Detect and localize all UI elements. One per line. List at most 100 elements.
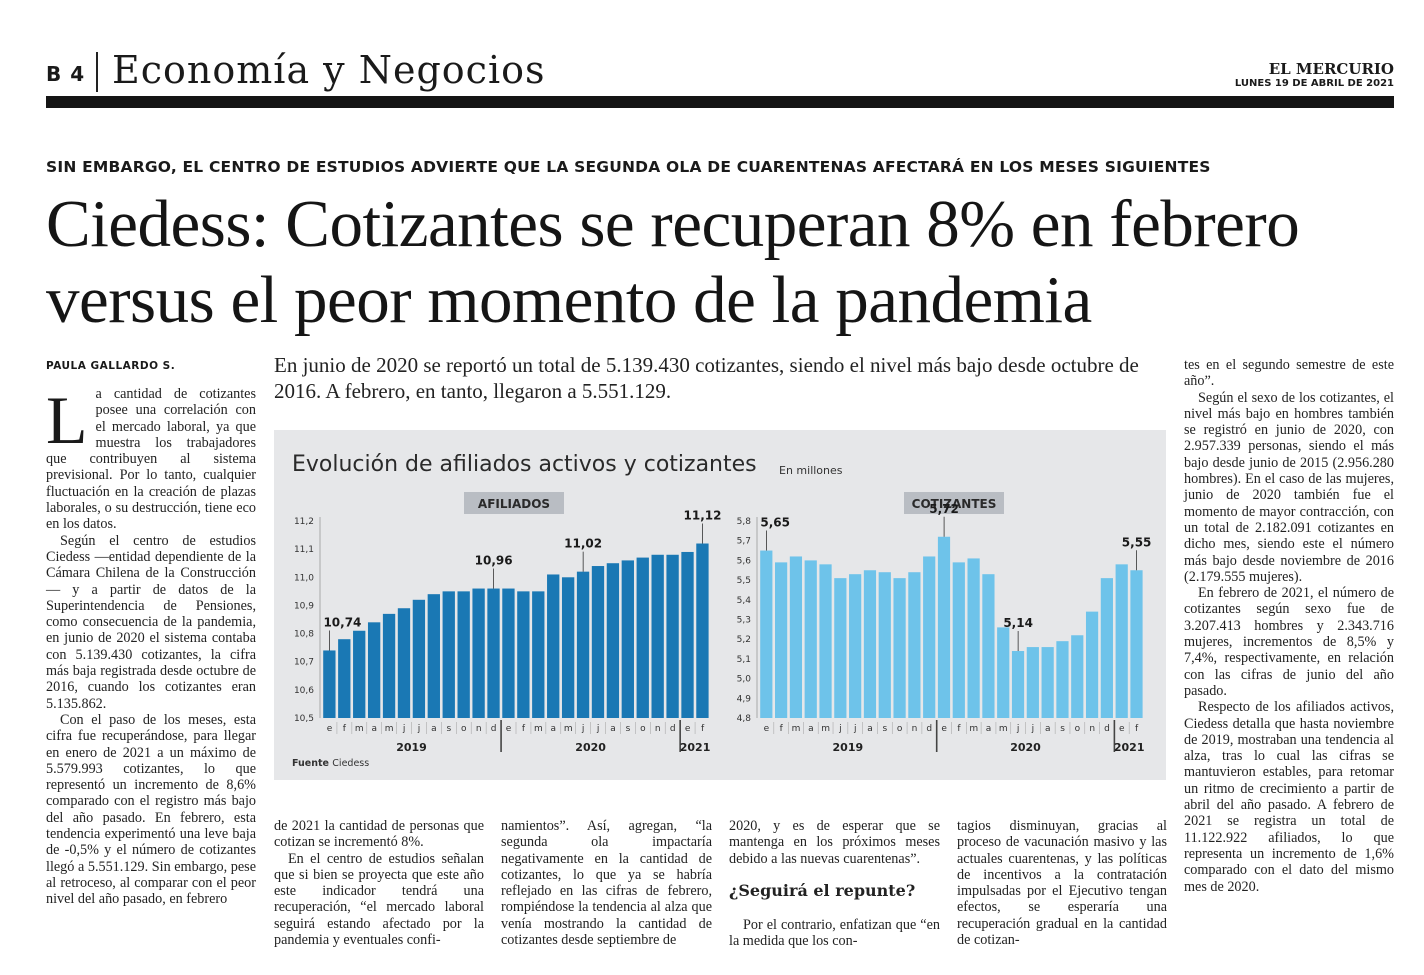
drop-cap: L (46, 382, 88, 458)
bar (636, 557, 649, 718)
y-tick-label: 5,7 (737, 537, 751, 547)
x-tick-label: j (853, 724, 857, 734)
series-label-box (904, 492, 1004, 514)
bar (427, 594, 440, 718)
x-tick-label: n (912, 724, 918, 734)
y-tick-label: 5,0 (737, 675, 752, 685)
x-tick-label: a (986, 724, 992, 734)
x-tick-label: j (1031, 724, 1035, 734)
kicker: SIN EMBARGO, EL CENTRO DE ESTUDIOS ADVIE… (46, 158, 1211, 176)
bar (517, 591, 530, 718)
year-label: 2020 (1010, 741, 1041, 754)
x-tick-label: s (626, 724, 631, 734)
bar (1130, 570, 1143, 718)
x-tick-label: f (701, 724, 705, 734)
section-title: Economía y Negocios (112, 48, 546, 92)
x-tick-label: f (780, 724, 784, 734)
bar (591, 566, 605, 718)
series-label: COTIZANTES (912, 497, 997, 511)
bar (681, 551, 694, 718)
x-tick-label: e (941, 724, 947, 734)
bar (967, 558, 980, 718)
chart-svg: AFILIADOS 10,5 10,6 10,7 10,8 10,9 11,0 11,1 11,… (294, 492, 1152, 754)
x-tick-label: d (1104, 724, 1110, 734)
series-label: AFILIADOS (478, 497, 550, 511)
x-tick-label: j (596, 724, 600, 734)
bar (878, 572, 891, 718)
bar (1026, 647, 1039, 718)
bar (606, 563, 620, 718)
bar (997, 627, 1010, 718)
y-tick-label: 10,7 (294, 658, 314, 668)
y-tick-label: 5,3 (737, 616, 751, 626)
paragraph: Según el sexo de los cotizantes, el nive… (1184, 389, 1394, 585)
paragraph: de 2021 la cantidad de personas que coti… (274, 818, 484, 851)
x-tick-label: a (431, 724, 437, 734)
bar (412, 599, 426, 718)
data-label: 11,12 (684, 509, 722, 523)
x-tick-label: o (897, 724, 903, 734)
y-tick-label: 5,6 (737, 556, 752, 566)
article-column-6: tes en el segundo semestre de este año”.… (1184, 357, 1394, 895)
bar (789, 556, 803, 718)
x-tick-label: n (1089, 724, 1095, 734)
x-tick-label: n (476, 724, 482, 734)
paragraph: Según el centro de estudios Ciedess —ent… (46, 532, 256, 712)
y-tick-label: 11,0 (294, 573, 314, 583)
article-column-4: 2020, y es de esperar que se mantenga en… (729, 818, 940, 950)
data-label: 10,74 (323, 615, 361, 629)
header-rule (46, 96, 1394, 108)
bar (576, 571, 590, 718)
x-tick-label: n (655, 724, 661, 734)
y-tick-label: 10,6 (294, 686, 314, 696)
chart-panel: Evolución de afiliados activos y cotizan… (274, 430, 1166, 780)
bar (666, 554, 679, 718)
bar (834, 578, 847, 718)
bar (760, 550, 773, 718)
x-tick-label: m (564, 724, 573, 734)
bar (1100, 578, 1113, 718)
x-tick-label: d (491, 724, 497, 734)
y-tick-label: 10,5 (294, 714, 314, 724)
article-column-1: L a cantidad de cotizantes posee una cor… (46, 386, 256, 908)
x-tick-label: m (792, 724, 801, 734)
x-tick-label: j (581, 724, 585, 734)
y-tick-label: 5,4 (737, 596, 752, 606)
data-label: 5,55 (1122, 535, 1152, 549)
x-tick-label: e (685, 724, 691, 734)
x-tick-label: m (534, 724, 543, 734)
x-tick-label: d (670, 724, 676, 734)
bar (908, 572, 921, 718)
data-label: 11,02 (564, 537, 602, 551)
y-tick-label: 5,2 (737, 635, 751, 645)
lead-paragraph: En junio de 2020 se reportó un total de … (274, 353, 1139, 403)
x-tick-label: a (551, 724, 557, 734)
y-tick-label: 10,9 (294, 601, 314, 611)
bar (819, 564, 832, 718)
x-tick-label: a (610, 724, 616, 734)
paragraph: Respecto de los afiliados activos, Ciede… (1184, 699, 1394, 895)
x-tick-label: m (969, 724, 978, 734)
bar (849, 574, 862, 718)
x-tick-label: a (867, 724, 873, 734)
bar (367, 622, 381, 718)
x-tick-label: e (1119, 724, 1125, 734)
bar (487, 588, 500, 718)
paragraph: tes en el segundo semestre de este año”. (1184, 357, 1394, 390)
series-label-box (464, 492, 564, 514)
x-tick-label: j (1016, 724, 1020, 734)
article-column-3: namientos”. Así, agregan, “la segunda ol… (501, 818, 712, 948)
x-tick-label: j (417, 724, 421, 734)
x-tick-label: m (999, 724, 1008, 734)
paragraph: a cantidad de cotizantes posee una corre… (46, 386, 256, 533)
chart-source-value: Ciedess (332, 758, 370, 769)
bar (457, 591, 470, 718)
bar (1085, 611, 1099, 718)
paragraph: namientos”. Así, agregan, “la segunda ol… (501, 818, 712, 949)
newspaper-name: EL MERCURIO (1268, 60, 1394, 78)
year-label: 2020 (575, 741, 606, 754)
x-tick-label: a (371, 724, 377, 734)
x-tick-label: a (1045, 724, 1051, 734)
y-tick-label: 11,2 (294, 517, 314, 527)
y-tick-label: 10,8 (294, 630, 314, 640)
